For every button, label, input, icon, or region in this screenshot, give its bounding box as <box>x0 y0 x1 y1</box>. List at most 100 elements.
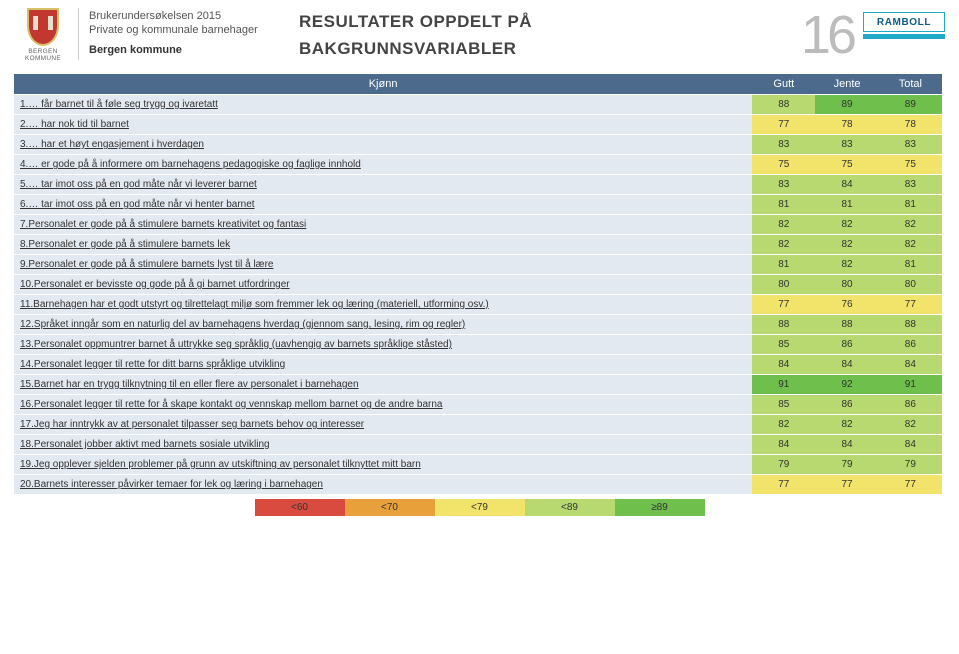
question-label: 15.Barnet har en trygg tilknytning til e… <box>14 375 752 395</box>
value-cell: 77 <box>752 475 815 495</box>
question-label: 7.Personalet er gode på å stimulere barn… <box>14 215 752 235</box>
value-cell: 81 <box>879 195 942 215</box>
survey-line2: Private og kommunale barnehager <box>89 24 299 36</box>
page-title-line1: RESULTATER OPPDELT PÅ <box>299 8 801 35</box>
value-cell: 79 <box>815 455 878 475</box>
table-row: 12.Språket inngår som en naturlig del av… <box>14 315 942 335</box>
column-header: Jente <box>815 74 878 95</box>
value-cell: 78 <box>815 115 878 135</box>
value-cell: 83 <box>752 175 815 195</box>
value-cell: 91 <box>879 375 942 395</box>
value-cell: 82 <box>752 215 815 235</box>
table-row: 2.… har nok tid til barnet777878 <box>14 115 942 135</box>
question-label: 14.Personalet legger til rette for ditt … <box>14 355 752 375</box>
value-cell: 75 <box>815 155 878 175</box>
table-row: 11.Barnehagen har et godt utstyrt og til… <box>14 295 942 315</box>
value-cell: 84 <box>879 435 942 455</box>
value-cell: 89 <box>815 95 878 115</box>
color-legend: <60<70<79<89≥89 <box>255 499 705 516</box>
legend-cell: ≥89 <box>615 499 705 516</box>
brand-logo: RAMBOLL <box>863 8 945 39</box>
value-cell: 85 <box>752 395 815 415</box>
value-cell: 84 <box>815 355 878 375</box>
value-cell: 82 <box>752 235 815 255</box>
value-cell: 88 <box>752 315 815 335</box>
table-header-row: KjønnGuttJenteTotal <box>14 74 942 95</box>
question-label: 20.Barnets interesser påvirker temaer fo… <box>14 475 752 495</box>
value-cell: 86 <box>815 395 878 415</box>
crest-icon <box>27 8 59 46</box>
value-cell: 86 <box>815 335 878 355</box>
group-header: Kjønn <box>14 74 752 95</box>
value-cell: 82 <box>879 415 942 435</box>
value-cell: 84 <box>815 435 878 455</box>
column-header: Total <box>879 74 942 95</box>
legend-cell: <70 <box>345 499 435 516</box>
value-cell: 78 <box>879 115 942 135</box>
table-row: 14.Personalet legger til rette for ditt … <box>14 355 942 375</box>
value-cell: 83 <box>815 135 878 155</box>
vertical-divider <box>78 8 79 60</box>
question-label: 6.… tar imot oss på en god måte når vi h… <box>14 195 752 215</box>
value-cell: 80 <box>815 275 878 295</box>
value-cell: 76 <box>815 295 878 315</box>
survey-title-block: Brukerundersøkelsen 2015 Private og komm… <box>89 8 299 56</box>
table-row: 10.Personalet er bevisste og gode på å g… <box>14 275 942 295</box>
value-cell: 85 <box>752 335 815 355</box>
value-cell: 81 <box>815 195 878 215</box>
question-label: 9.Personalet er gode på å stimulere barn… <box>14 255 752 275</box>
question-label: 11.Barnehagen har et godt utstyrt og til… <box>14 295 752 315</box>
value-cell: 82 <box>815 255 878 275</box>
value-cell: 86 <box>879 335 942 355</box>
page-title-block: RESULTATER OPPDELT PÅ BAKGRUNNSVARIABLER <box>299 8 801 62</box>
page-title-line2: BAKGRUNNSVARIABLER <box>299 35 801 62</box>
question-label: 3.… har et høyt engasjement i hverdagen <box>14 135 752 155</box>
table-row: 19.Jeg opplever sjelden problemer på gru… <box>14 455 942 475</box>
value-cell: 75 <box>879 155 942 175</box>
question-label: 10.Personalet er bevisste og gode på å g… <box>14 275 752 295</box>
question-label: 16.Personalet legger til rette for å ska… <box>14 395 752 415</box>
table-row: 7.Personalet er gode på å stimulere barn… <box>14 215 942 235</box>
question-label: 18.Personalet jobber aktivt med barnets … <box>14 435 752 455</box>
value-cell: 88 <box>752 95 815 115</box>
value-cell: 80 <box>752 275 815 295</box>
value-cell: 82 <box>815 215 878 235</box>
org-logo-text: BERGEN KOMMUNE <box>14 48 72 62</box>
value-cell: 88 <box>815 315 878 335</box>
value-cell: 80 <box>879 275 942 295</box>
value-cell: 77 <box>879 475 942 495</box>
question-label: 2.… har nok tid til barnet <box>14 115 752 135</box>
value-cell: 83 <box>752 135 815 155</box>
value-cell: 88 <box>879 315 942 335</box>
value-cell: 79 <box>879 455 942 475</box>
value-cell: 81 <box>752 195 815 215</box>
org-logo: BERGEN KOMMUNE <box>14 8 72 66</box>
question-label: 17.Jeg har inntrykk av at personalet til… <box>14 415 752 435</box>
value-cell: 92 <box>815 375 878 395</box>
value-cell: 75 <box>752 155 815 175</box>
question-label: 12.Språket inngår som en naturlig del av… <box>14 315 752 335</box>
legend-cell: <60 <box>255 499 345 516</box>
value-cell: 83 <box>879 135 942 155</box>
value-cell: 77 <box>879 295 942 315</box>
value-cell: 82 <box>752 415 815 435</box>
question-label: 5.… tar imot oss på en god måte når vi l… <box>14 175 752 195</box>
value-cell: 82 <box>879 215 942 235</box>
value-cell: 77 <box>752 115 815 135</box>
table-row: 3.… har et høyt engasjement i hverdagen8… <box>14 135 942 155</box>
table-row: 5.… tar imot oss på en god måte når vi l… <box>14 175 942 195</box>
table-row: 9.Personalet er gode på å stimulere barn… <box>14 255 942 275</box>
page-header: BERGEN KOMMUNE Brukerundersøkelsen 2015 … <box>0 0 959 74</box>
table-row: 15.Barnet har en trygg tilknytning til e… <box>14 375 942 395</box>
value-cell: 84 <box>815 175 878 195</box>
table-row: 16.Personalet legger til rette for å ska… <box>14 395 942 415</box>
value-cell: 89 <box>879 95 942 115</box>
value-cell: 84 <box>752 435 815 455</box>
survey-line1: Brukerundersøkelsen 2015 <box>89 10 299 22</box>
value-cell: 81 <box>752 255 815 275</box>
value-cell: 86 <box>879 395 942 415</box>
value-cell: 83 <box>879 175 942 195</box>
results-table: KjønnGuttJenteTotal1.… får barnet til å … <box>14 74 942 495</box>
value-cell: 77 <box>752 295 815 315</box>
survey-line3: Bergen kommune <box>89 44 299 56</box>
